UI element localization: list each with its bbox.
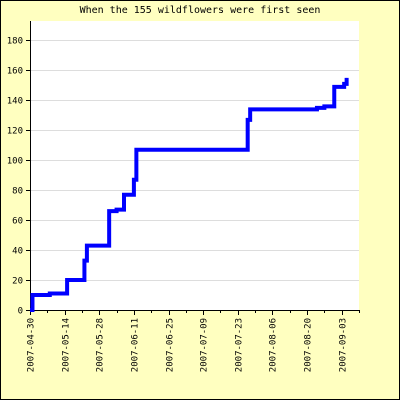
x-tick-label: 2007-06-11 [131,318,141,372]
x-tick-label: 2007-04-30 [27,318,37,372]
x-tick-label: 2007-06-25 [166,318,176,372]
y-tick-label: 160 [7,67,23,77]
x-tick-label: 2007-07-09 [200,318,210,372]
x-tick-label: 2007-05-28 [96,318,106,372]
x-tick-label: 2007-07-23 [235,318,245,372]
y-tick-label: 180 [7,37,23,47]
y-tick-label: 100 [7,157,23,167]
x-tick-label: 2007-05-14 [62,318,72,372]
x-tick-label: 2007-08-20 [304,318,314,372]
y-tick-label: 40 [12,247,23,257]
x-tick-label: 2007-09-03 [339,318,349,372]
chart-title: When the 155 wildflowers were first seen [79,5,321,16]
series-line [30,77,349,312]
y-tick-label: 0 [18,307,23,317]
y-tick-label: 80 [12,187,23,197]
y-tick-label: 20 [12,277,23,287]
y-tick-label: 140 [7,97,23,107]
y-tick-label: 120 [7,127,23,137]
x-tick-label: 2007-08-06 [269,318,279,372]
y-tick-label: 60 [12,217,23,227]
plot-area [30,21,359,310]
